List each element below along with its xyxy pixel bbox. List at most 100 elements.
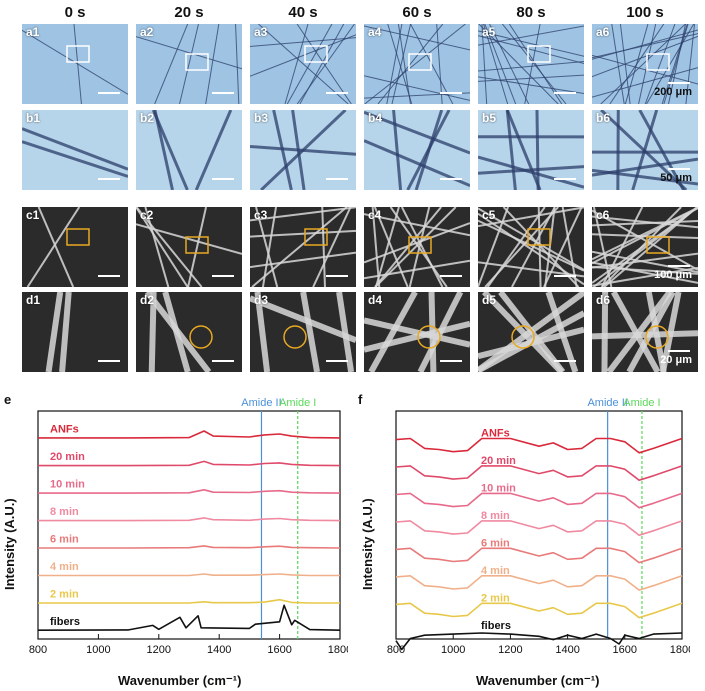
micrograph-c3: c3 <box>250 207 356 287</box>
x-tick-label: 1000 <box>86 644 110 655</box>
fiber <box>179 24 199 104</box>
micrograph-d4: d4 <box>364 292 470 372</box>
time-label: 100 s <box>626 4 664 21</box>
fiber <box>592 233 698 240</box>
fiber <box>368 292 418 372</box>
fiber <box>250 295 356 344</box>
fiber <box>374 207 400 287</box>
series-line-4-min <box>395 575 683 591</box>
scale-bar <box>212 178 234 180</box>
fiber <box>592 33 698 59</box>
series-label: 20 min <box>50 451 85 463</box>
tile-label: c1 <box>26 208 40 222</box>
time-label: 60 s <box>402 4 432 21</box>
fiber <box>250 251 356 269</box>
scale-bar <box>212 360 234 362</box>
fiber <box>250 34 356 77</box>
series-line-fibers <box>395 632 683 651</box>
fiber <box>544 207 556 287</box>
fiber <box>486 207 546 287</box>
highlight-box <box>408 53 432 71</box>
fiber <box>592 35 698 78</box>
marker-label: Amide I <box>279 397 316 409</box>
x-tick-label: 1800 <box>670 644 690 655</box>
fiber <box>336 292 355 372</box>
fiber <box>284 24 309 104</box>
tile-label: b3 <box>254 111 269 125</box>
fiber <box>478 207 510 287</box>
tile-label: c4 <box>368 208 382 222</box>
fiber <box>505 110 542 190</box>
scale-bar <box>554 92 576 94</box>
scale-bar <box>440 178 462 180</box>
fiber <box>364 320 470 353</box>
fiber <box>478 207 584 228</box>
fiber <box>561 207 578 287</box>
micrograph-d3: d3 <box>250 292 356 372</box>
fiber <box>364 25 470 51</box>
series-line-anfs <box>38 430 341 439</box>
fiber <box>478 155 584 189</box>
fiber <box>646 24 695 104</box>
fiber <box>543 207 583 287</box>
highlight-circle <box>511 325 535 349</box>
tile-label: b2 <box>140 111 155 125</box>
series-line-10-min <box>395 492 683 509</box>
micrograph-d2: d2 <box>136 292 242 372</box>
x-tick-label: 1400 <box>207 644 231 655</box>
fiber <box>408 207 431 287</box>
fiber <box>610 292 661 372</box>
scale-bar <box>326 178 348 180</box>
scale-bar <box>554 275 576 277</box>
fiber <box>364 110 470 155</box>
series-label: fibers <box>481 620 511 632</box>
micrograph-c4: c4 <box>364 207 470 287</box>
fiber <box>478 61 584 72</box>
fiber <box>624 24 649 104</box>
fiber <box>144 207 170 287</box>
series-line-10-min <box>38 489 341 494</box>
micrograph-a2: a2 <box>136 24 242 104</box>
fiber <box>592 330 698 340</box>
x-tick-label: 1600 <box>267 644 291 655</box>
micrograph-b4: b4 <box>364 110 470 190</box>
highlight-box <box>646 236 670 254</box>
fiber <box>260 110 347 190</box>
fiber <box>535 110 540 190</box>
fiber <box>392 110 403 190</box>
fiber <box>505 110 517 190</box>
fiber <box>364 24 466 104</box>
fiber <box>154 24 189 104</box>
fiber <box>592 250 698 274</box>
marker-label: Amide II <box>241 397 281 409</box>
time-label: 80 s <box>516 4 546 21</box>
fiber <box>296 24 352 104</box>
fiber <box>300 292 321 372</box>
tile-label: d1 <box>26 293 41 307</box>
fiber <box>136 207 189 287</box>
fiber <box>436 24 443 104</box>
series-label: 2 min <box>481 592 510 604</box>
tile-label: d4 <box>368 293 383 307</box>
scale-bar <box>668 265 690 267</box>
fiber <box>45 292 64 372</box>
fiber <box>478 74 584 82</box>
highlight-box <box>408 236 432 254</box>
tile-label: b6 <box>596 111 611 125</box>
fiber <box>136 36 242 70</box>
chart-e-ylabel: Intensity (A.U.) <box>2 498 17 590</box>
micrograph-c2: c2 <box>136 207 242 287</box>
x-tick-label: 1400 <box>555 644 579 655</box>
tile-label: c5 <box>482 208 496 222</box>
tile-label: b4 <box>368 111 383 125</box>
series-label: 6 min <box>50 533 79 545</box>
micrograph-a4: a4 <box>364 24 470 104</box>
fiber <box>261 207 277 287</box>
series-label: fibers <box>50 616 80 628</box>
series-line-6-min <box>395 547 683 564</box>
series-label: 6 min <box>481 537 510 549</box>
fiber <box>397 24 411 104</box>
micrograph-c1: c1 <box>22 207 128 287</box>
fiber <box>377 24 444 104</box>
